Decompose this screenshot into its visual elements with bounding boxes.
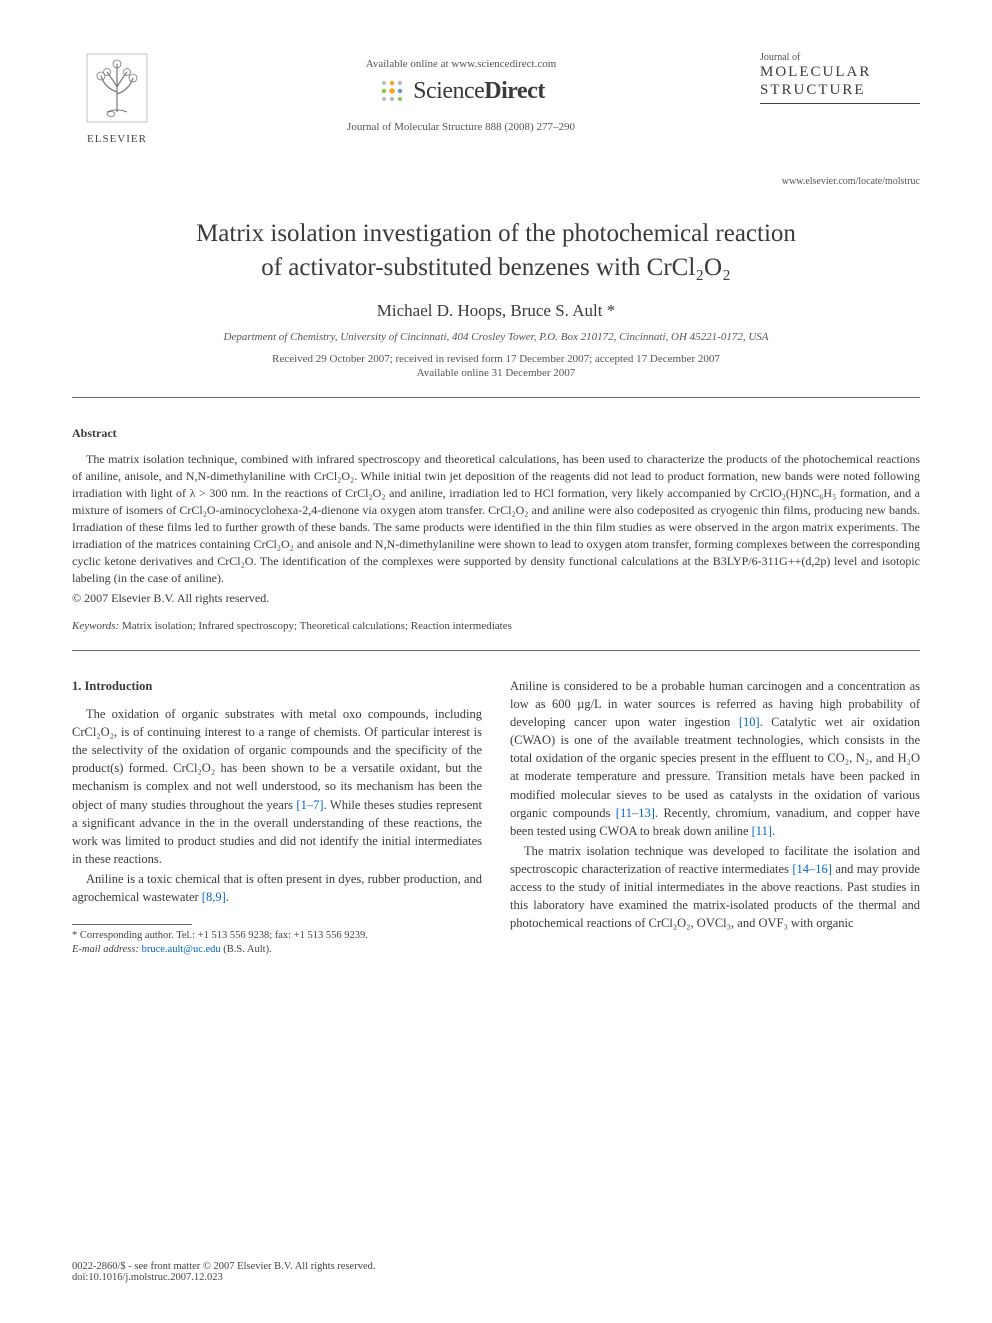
sciencedirect-wordmark: ScienceDirect <box>413 78 545 105</box>
journal-of-label: Journal of <box>760 52 920 63</box>
elsevier-block: ELSEVIER <box>72 52 162 145</box>
page-footer: 0022-2860/$ - see front matter © 2007 El… <box>72 1261 375 1283</box>
article-title-line1: Matrix isolation investigation of the ph… <box>72 217 920 251</box>
footnote-line1: * Corresponding author. Tel.: +1 513 556… <box>72 929 482 943</box>
header-center: Available online at www.sciencedirect.co… <box>162 52 760 133</box>
elsevier-tree-icon <box>85 52 149 124</box>
keywords-line: Keywords: Matrix isolation; Infrared spe… <box>72 620 920 632</box>
ref-11-13[interactable]: [11–13] <box>616 806 655 820</box>
received-dates: Received 29 October 2007; received in re… <box>72 353 920 365</box>
footnote-line2: E-mail address: bruce.ault@uc.edu (B.S. … <box>72 943 482 957</box>
footer-doi: doi:10.1016/j.molstruc.2007.12.023 <box>72 1272 375 1283</box>
email-label: E-mail address: <box>72 944 139 955</box>
title-block: Matrix isolation investigation of the ph… <box>72 217 920 285</box>
intro-paragraph-2: Aniline is a toxic chemical that is ofte… <box>72 870 482 906</box>
journal-name-line2: STRUCTURE <box>760 81 920 99</box>
journal-reference: Journal of Molecular Structure 888 (2008… <box>162 121 760 133</box>
keywords-text: Matrix isolation; Infrared spectroscopy;… <box>119 620 512 632</box>
journal-header: ELSEVIER Available online at www.science… <box>72 52 920 187</box>
sd-right: Direct <box>484 78 545 104</box>
available-online-date: Available online 31 December 2007 <box>72 367 920 379</box>
right-paragraph-1: Aniline is considered to be a probable h… <box>510 677 920 840</box>
corresponding-author-footnote: * Corresponding author. Tel.: +1 513 556… <box>72 929 482 957</box>
abstract-section: Abstract The matrix isolation technique,… <box>72 426 920 606</box>
journal-title-block: Journal of MOLECULAR STRUCTURE www.elsev… <box>760 52 920 187</box>
sciencedirect-dots-icon <box>377 76 407 106</box>
footer-front-matter: 0022-2860/$ - see front matter © 2007 El… <box>72 1261 375 1272</box>
elsevier-label: ELSEVIER <box>72 133 162 145</box>
section-1-heading: 1. Introduction <box>72 677 482 695</box>
abstract-body: The matrix isolation technique, combined… <box>72 451 920 587</box>
p2-text-a: Aniline is a toxic chemical that is ofte… <box>72 872 482 904</box>
authors: Michael D. Hoops, Bruce S. Ault * <box>72 301 920 321</box>
footnote-rule <box>72 924 192 925</box>
affiliation: Department of Chemistry, University of C… <box>72 331 920 343</box>
available-online-text: Available online at www.sciencedirect.co… <box>162 58 760 70</box>
article-title-line2: of activator-substituted benzenes with C… <box>72 251 920 285</box>
ref-10[interactable]: [10] <box>739 715 760 729</box>
locate-url: www.elsevier.com/locate/molstruc <box>760 176 920 187</box>
rp1-d: . <box>772 824 775 838</box>
p1-text-a: The oxidation of organic substrates with… <box>72 707 482 812</box>
journal-name-line1: MOLECULAR <box>760 63 920 81</box>
ref-14-16[interactable]: [14–16] <box>792 862 832 876</box>
p2-text-b: . <box>226 890 229 904</box>
intro-paragraph-1: The oxidation of organic substrates with… <box>72 705 482 868</box>
author-email[interactable]: bruce.ault@uc.edu <box>142 944 221 955</box>
ref-1-7[interactable]: [1–7] <box>296 798 323 812</box>
journal-rule <box>760 103 920 104</box>
body-columns: 1. Introduction The oxidation of organic… <box>72 677 920 958</box>
ref-8-9[interactable]: [8,9] <box>202 890 226 904</box>
email-tail: (B.S. Ault). <box>221 944 272 955</box>
rp1-b: . Catalytic wet air oxidation (CWAO) is … <box>510 715 920 820</box>
abstract-copyright: © 2007 Elsevier B.V. All rights reserved… <box>72 591 920 606</box>
left-column: 1. Introduction The oxidation of organic… <box>72 677 482 958</box>
right-column: Aniline is considered to be a probable h… <box>510 677 920 958</box>
abstract-heading: Abstract <box>72 426 920 441</box>
right-paragraph-2: The matrix isolation technique was devel… <box>510 842 920 933</box>
sciencedirect-logo: ScienceDirect <box>377 76 545 106</box>
ref-11[interactable]: [11] <box>752 824 772 838</box>
rule-above-abstract <box>72 397 920 398</box>
keywords-label: Keywords: <box>72 620 119 632</box>
sd-left: Science <box>413 78 484 104</box>
rule-below-keywords <box>72 650 920 651</box>
